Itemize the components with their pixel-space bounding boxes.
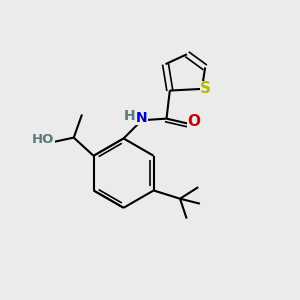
- Text: O: O: [188, 114, 200, 129]
- Text: HO: HO: [32, 134, 55, 146]
- Text: H: H: [123, 109, 135, 123]
- Text: N: N: [136, 111, 148, 124]
- Text: S: S: [200, 81, 211, 96]
